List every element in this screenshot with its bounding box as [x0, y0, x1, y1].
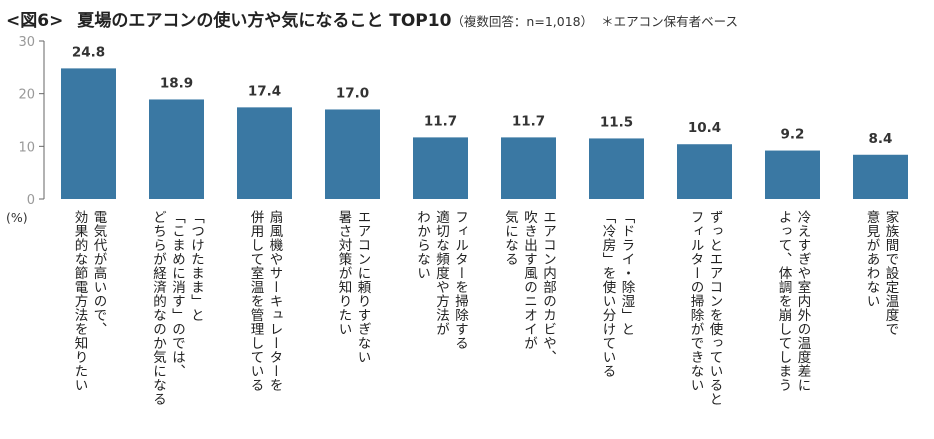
category-label: 冷えすぎや室内外の温度差に よって、体調を崩してしまう	[775, 210, 811, 392]
sample-note: （複数回答：n=1,018）	[451, 14, 594, 29]
y-axis-unit: (%)	[6, 210, 28, 225]
bar	[501, 137, 556, 199]
bar	[413, 137, 468, 199]
bar	[589, 138, 644, 199]
figure-label: <図6>	[6, 11, 64, 31]
y-tick-label: 10	[18, 140, 35, 155]
value-label: 11.7	[512, 113, 545, 129]
value-label: 11.7	[424, 113, 457, 129]
y-axis: 0 10 20 30	[18, 35, 45, 208]
bars	[61, 68, 908, 200]
value-label: 17.4	[248, 83, 281, 99]
category-label: エアコンに頼りすぎない 暑さ対策が知りたい	[335, 210, 371, 364]
value-label: 17.0	[336, 85, 369, 101]
y-tick-label: 20	[18, 88, 35, 103]
category-label: フィルターを掃除する 適切な頻度や方法が わからない	[414, 210, 468, 350]
value-label: 18.9	[160, 75, 193, 91]
category-label: 「ドライ・除湿」と 「冷房」を使い分けている	[599, 210, 635, 378]
value-label: 24.8	[72, 44, 105, 60]
value-label: 8.4	[869, 131, 893, 147]
category-label: ずっとエアコンを使っていると フィルターの掃除ができない	[687, 210, 723, 406]
category-label: 家族間で設定温度で 意見があわない	[863, 210, 899, 336]
category-label: 電気代が高いので、 効果的な節電方法を知りたい	[71, 210, 107, 392]
chart-title: 夏場のエアコンの使い方や気になること TOP10	[77, 11, 452, 31]
category-label: 「つけたまま」と 「こまめに消す」のでは、 どちらが経済的なのか気になる	[150, 210, 204, 406]
base-note: ＊エアコン保有者ベース	[601, 14, 738, 29]
bar	[237, 107, 292, 199]
value-label: 11.5	[600, 114, 633, 130]
bar	[61, 68, 116, 200]
value-label: 10.4	[688, 120, 721, 136]
y-tick-label: 30	[18, 35, 35, 50]
category-label: エアコン内部のカビや、 吹き出す風のニオイが 気になる	[502, 210, 556, 364]
bar	[325, 109, 380, 199]
value-labels: 24.8 18.9 17.4 17.0 11.7 11.7 11.5 10.4 9.2 8.4	[72, 44, 893, 146]
bar	[853, 154, 908, 199]
bar	[765, 150, 820, 199]
bar	[149, 99, 204, 199]
value-label: 9.2	[781, 127, 805, 143]
bar	[677, 144, 732, 199]
category-label: 扇風機やサーキュレーターを 併用して室温を管理している	[247, 210, 283, 392]
y-tick-label: 0	[27, 193, 35, 208]
chart-title-bar: <図6> 夏場のエアコンの使い方や気になること TOP10（複数回答：n=1,01…	[6, 6, 738, 31]
